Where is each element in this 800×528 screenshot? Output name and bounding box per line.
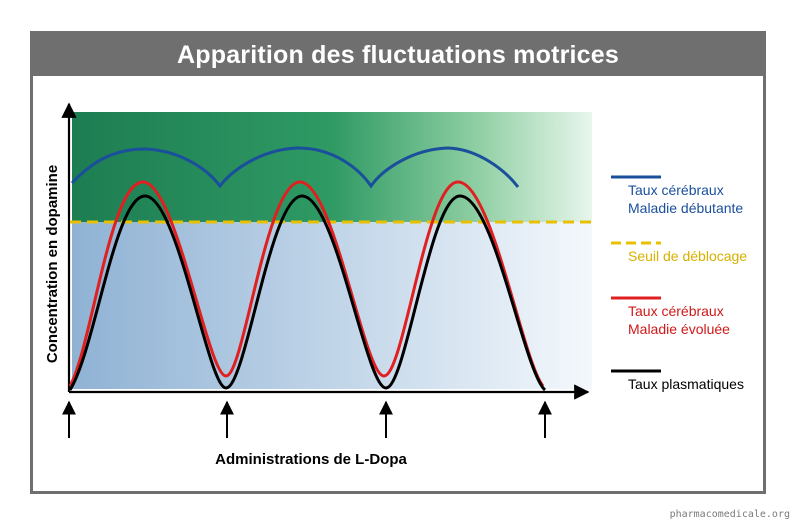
watermark: pharmacomedicale.org xyxy=(669,509,790,520)
legend-label-early-brain-2: Maladie débutante xyxy=(628,200,743,216)
legend-label-threshold: Seuil de déblocage xyxy=(628,248,747,264)
legend-label-plasma: Taux plasmatiques xyxy=(628,376,744,392)
legend-label-advanced-brain-2: Maladie évoluée xyxy=(628,321,730,337)
plasma-curve xyxy=(68,194,547,392)
zone-below-threshold xyxy=(72,222,592,389)
y-axis-label: Concentration en dopamine xyxy=(44,165,61,363)
diagram-title: Apparition des fluctuations motrices xyxy=(33,34,763,76)
legend-label-early-brain-1: Taux cérébraux xyxy=(628,182,724,198)
legend: Taux cérébraux Maladie débutante Seuil d… xyxy=(611,175,747,392)
advanced-brain-curve xyxy=(68,180,545,387)
early-brain-curve xyxy=(70,146,520,189)
x-axis-label: Administrations de L-Dopa xyxy=(215,451,407,468)
zone-above-threshold xyxy=(72,112,592,222)
legend-label-advanced-brain-1: Taux cérébraux xyxy=(628,303,724,319)
